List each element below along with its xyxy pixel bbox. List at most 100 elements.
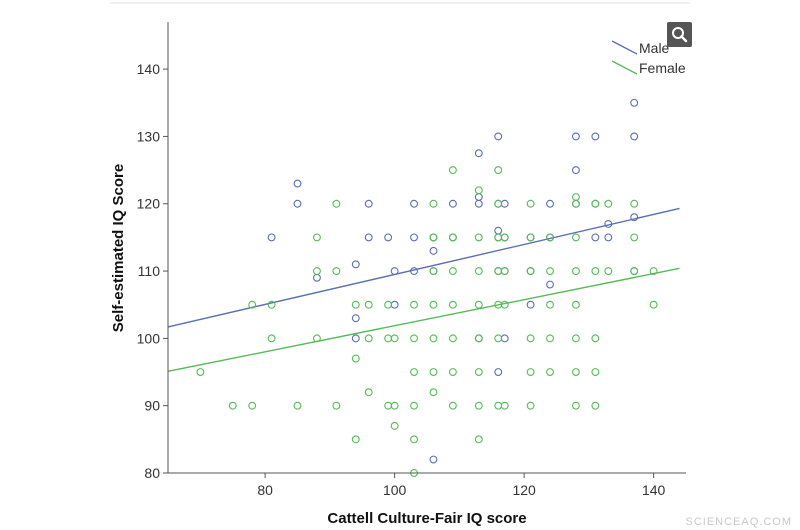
data-point-female <box>429 388 438 397</box>
data-point-male <box>591 233 600 242</box>
data-point-female <box>546 368 554 376</box>
fit-line-female <box>167 267 680 373</box>
data-point-female <box>591 199 600 208</box>
data-point-female <box>384 334 393 343</box>
data-point-female <box>410 435 418 444</box>
data-point-male <box>267 233 276 242</box>
data-point-male <box>364 233 373 242</box>
data-point-female <box>526 267 535 276</box>
data-point-male <box>546 280 554 289</box>
data-point-female <box>429 368 438 376</box>
data-point-male <box>364 199 373 208</box>
data-point-female <box>364 388 373 397</box>
data-point-female <box>410 368 418 376</box>
data-point-female <box>448 300 457 309</box>
x-tick-label: 80 <box>257 482 273 498</box>
data-point-female <box>228 401 237 410</box>
zoom-button-bg[interactable] <box>667 22 692 47</box>
data-point-male <box>546 199 554 208</box>
data-point-female <box>474 368 483 376</box>
data-point-male <box>474 193 483 201</box>
data-point-male <box>571 132 580 141</box>
data-point-female <box>312 233 321 242</box>
data-point-female <box>630 199 639 208</box>
data-point-male <box>500 334 509 343</box>
data-point-female <box>410 401 418 410</box>
x-tick-label: 120 <box>512 482 536 498</box>
data-point-female <box>591 267 600 276</box>
data-point-female <box>649 267 658 276</box>
data-point-male <box>448 199 457 208</box>
data-point-female <box>351 300 360 309</box>
data-point-female <box>630 267 639 276</box>
watermark-text: SCIENCEAQ.COM <box>685 516 792 528</box>
data-point-female <box>571 199 580 208</box>
data-point-male <box>351 314 360 323</box>
data-point-female <box>332 401 341 410</box>
legend-label-female: Female <box>639 60 686 76</box>
data-point-male <box>474 199 483 208</box>
zoom-button[interactable] <box>667 22 692 47</box>
legend-swatch-male <box>611 40 638 55</box>
data-point-female <box>248 300 257 309</box>
x-axis-title: Cattell Culture-Fair IQ score <box>327 510 526 527</box>
y-tick-label: 80 <box>144 465 160 481</box>
data-point-female <box>494 233 503 242</box>
data-point-male <box>293 199 302 208</box>
data-point-male <box>526 300 535 309</box>
data-point-female <box>571 233 580 242</box>
data-point-female <box>332 199 341 208</box>
data-point-male <box>630 132 639 141</box>
data-point-female <box>591 368 600 376</box>
data-point-male <box>390 267 399 276</box>
data-point-male <box>429 246 438 255</box>
data-point-female <box>448 166 457 175</box>
data-point-female <box>500 401 509 410</box>
data-point-male <box>312 273 321 282</box>
data-point-female <box>248 401 257 410</box>
data-point-female <box>364 300 373 309</box>
data-point-female <box>429 300 438 309</box>
data-point-female <box>332 267 341 276</box>
data-point-female <box>429 334 438 343</box>
data-point-male <box>384 233 393 242</box>
y-tick-label: 130 <box>137 128 161 144</box>
data-point-female <box>448 334 457 343</box>
data-point-male <box>293 179 302 188</box>
legend-label-male: Male <box>639 40 670 56</box>
data-point-female <box>630 233 639 242</box>
data-point-female <box>571 401 580 410</box>
data-point-female <box>474 435 483 444</box>
data-point-male <box>494 226 503 235</box>
data-points <box>196 98 658 477</box>
data-point-female <box>526 368 535 376</box>
x-ticks: 80 100 120 140 <box>257 473 666 498</box>
data-point-female <box>390 401 399 410</box>
y-tick-label: 110 <box>138 263 161 279</box>
data-point-female <box>526 199 535 208</box>
data-point-male <box>410 199 418 208</box>
data-point-female <box>474 300 483 309</box>
data-point-male <box>351 260 360 269</box>
data-point-female <box>390 421 399 430</box>
data-point-female <box>448 233 457 242</box>
y-tick-label: 100 <box>137 330 161 346</box>
fit-lines <box>167 207 680 373</box>
y-tick-label: 120 <box>137 196 161 212</box>
data-point-female <box>526 401 535 410</box>
data-point-female <box>390 334 399 343</box>
magnifier-icon <box>672 27 688 43</box>
data-point-female <box>384 300 393 309</box>
data-point-female <box>571 193 580 201</box>
y-tick-label: 140 <box>137 61 161 77</box>
data-point-female <box>410 300 418 309</box>
fit-line-male <box>167 207 680 328</box>
data-point-female <box>474 233 483 242</box>
data-point-female <box>448 401 457 410</box>
data-point-female <box>293 401 302 410</box>
data-point-male <box>410 233 418 242</box>
legend-swatch-female <box>611 60 638 75</box>
data-point-male <box>630 98 639 107</box>
data-point-female <box>604 199 613 208</box>
